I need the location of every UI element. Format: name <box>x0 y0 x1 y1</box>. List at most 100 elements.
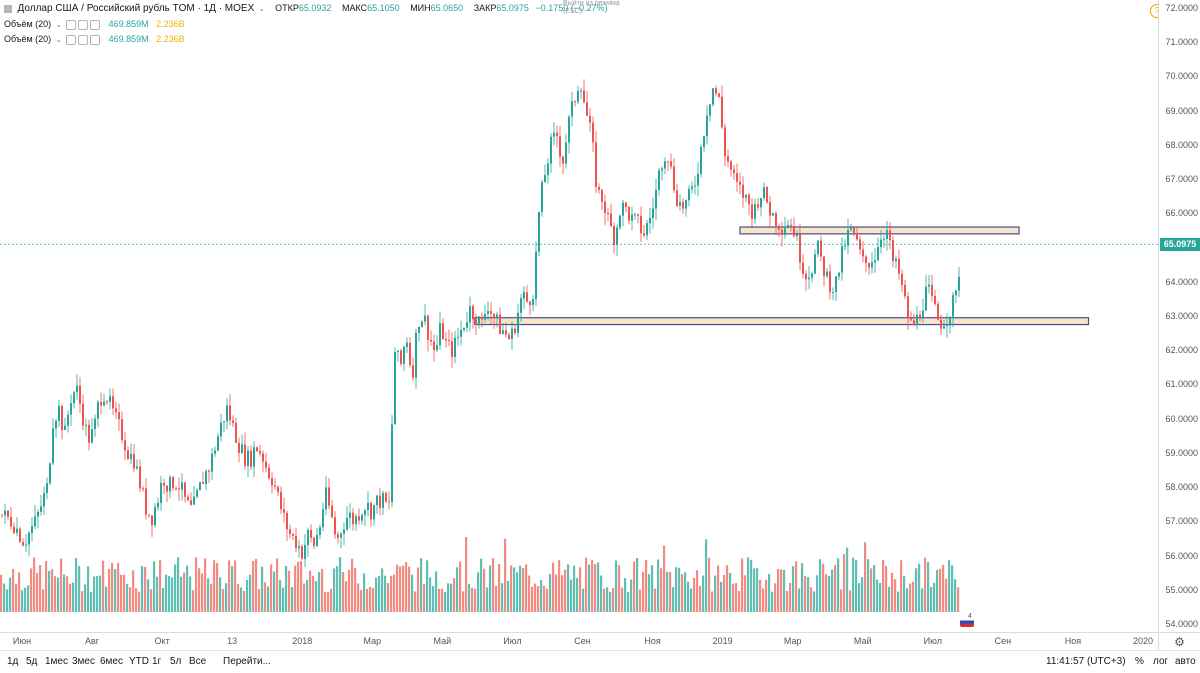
candle-body <box>289 529 291 535</box>
candle-body <box>778 226 780 230</box>
candle-body <box>124 440 126 451</box>
candle-body <box>802 262 804 274</box>
volume-bar <box>570 579 573 612</box>
volume-bar <box>534 583 537 612</box>
volume-bar <box>600 575 603 612</box>
chevron-down-icon[interactable]: ⌄ <box>258 6 265 13</box>
settings-icon[interactable] <box>78 19 89 30</box>
close-label: ЗАКР <box>473 3 497 13</box>
range-3m-button[interactable]: 3мес <box>72 656 95 667</box>
candle-body <box>484 313 486 320</box>
time-axis[interactable]: Июн Авг Окт 13 2018 Мар Май Июл Сен Ноя 2019 Мар Май… <box>0 632 1158 650</box>
percent-toggle[interactable]: % <box>1135 656 1144 667</box>
candle-body <box>652 208 654 218</box>
volume-legend-1[interactable]: Объём (20) ⌄ 469.859M 2.236B <box>4 16 185 32</box>
volume-bar <box>576 578 579 612</box>
close-icon[interactable] <box>90 19 101 30</box>
candle-body <box>634 214 636 216</box>
range-6m-button[interactable]: 6мес <box>100 656 123 667</box>
candle-body <box>199 482 201 491</box>
candle-body <box>46 483 48 494</box>
candle-body <box>613 226 615 245</box>
clock[interactable]: 11:41:57 (UTC+3) <box>1046 656 1126 667</box>
volume-bar <box>639 589 642 612</box>
candle-body <box>508 334 510 340</box>
volume-bar <box>315 581 318 612</box>
volume-name[interactable]: Объём (20) <box>4 19 52 29</box>
price-chart[interactable] <box>0 0 1158 632</box>
candle-body <box>886 230 888 240</box>
price-zone <box>474 317 1090 326</box>
volume-bar <box>498 564 501 612</box>
candle-body <box>946 324 948 327</box>
price-scale[interactable]: 72.0000 71.0000 70.0000 69.0000 68.0000 67.00… <box>1158 0 1200 632</box>
volume-bar <box>519 565 522 612</box>
volume-bar <box>126 583 129 612</box>
candle-body <box>829 271 831 293</box>
candle-body <box>856 234 858 240</box>
candle-body <box>511 328 513 340</box>
volume-bar <box>159 560 162 612</box>
open-label: ОТКР <box>275 3 299 13</box>
volume-bar <box>567 564 570 612</box>
candle-body <box>163 483 165 486</box>
volume-bar <box>843 554 846 612</box>
range-all-button[interactable]: Все <box>189 656 207 667</box>
volume-bar <box>486 587 489 612</box>
volume-bar <box>18 572 21 612</box>
candle-body <box>13 526 15 533</box>
range-5d-button[interactable]: 5д <box>26 656 38 667</box>
volume-bar <box>480 558 483 612</box>
eye-icon[interactable] <box>66 34 77 45</box>
open-value: 65.0932 <box>298 3 332 13</box>
volume-bar <box>690 588 693 612</box>
range-1y-button[interactable]: 1г <box>152 656 162 667</box>
volume-bar <box>369 586 372 612</box>
flag-icon[interactable] <box>960 617 974 627</box>
chevron-down-icon[interactable]: ⌄ <box>55 22 62 29</box>
candle-body <box>292 534 294 536</box>
volume-bar <box>399 566 402 612</box>
auto-toggle[interactable]: авто <box>1175 656 1196 667</box>
candle-body <box>250 450 252 467</box>
range-5y-button[interactable]: 5л <box>170 656 182 667</box>
chart-area[interactable] <box>0 0 1158 632</box>
candle-body <box>919 314 921 318</box>
range-ytd-button[interactable]: YTD <box>129 656 149 667</box>
range-1m-button[interactable]: 1мес <box>45 656 68 667</box>
candle-body <box>535 251 537 300</box>
log-toggle[interactable]: лог <box>1153 656 1169 667</box>
symbol-title[interactable]: Доллар США / Российский рубль TOM · 1Д ·… <box>17 3 255 14</box>
candle-body <box>934 295 936 304</box>
volume-bar <box>324 591 327 612</box>
candle-body <box>736 173 738 182</box>
candle-body <box>763 187 765 199</box>
candle-body <box>277 486 279 492</box>
candle-body <box>532 299 534 306</box>
gear-icon[interactable]: ⚙ <box>1158 632 1200 650</box>
chevron-down-icon[interactable]: ⌄ <box>55 37 62 44</box>
candle-body <box>109 396 111 402</box>
volume-bar <box>672 587 675 612</box>
candle-body <box>157 502 159 508</box>
volume-bar <box>111 562 114 612</box>
volume-bar <box>12 568 15 612</box>
volume-legend-2[interactable]: Объём (20) ⌄ 469.859M 2.236B <box>4 31 185 47</box>
volume-bar <box>942 564 945 612</box>
candle-body <box>472 306 474 320</box>
volume-bar <box>933 582 936 612</box>
volume-bar <box>162 587 165 612</box>
volume-bar <box>363 573 366 612</box>
range-1d-button[interactable]: 1д <box>7 656 19 667</box>
candle-body <box>451 341 453 357</box>
eye-icon[interactable] <box>66 19 77 30</box>
candle-body <box>760 198 762 208</box>
volume-bar <box>375 577 378 612</box>
settings-icon[interactable] <box>78 34 89 45</box>
close-icon[interactable] <box>90 34 101 45</box>
volume-name[interactable]: Объём (20) <box>4 34 52 44</box>
volume-bar <box>549 574 552 612</box>
goto-date-button[interactable]: Перейти... <box>223 656 271 667</box>
candle-body <box>955 290 957 296</box>
candle-body <box>457 336 459 338</box>
